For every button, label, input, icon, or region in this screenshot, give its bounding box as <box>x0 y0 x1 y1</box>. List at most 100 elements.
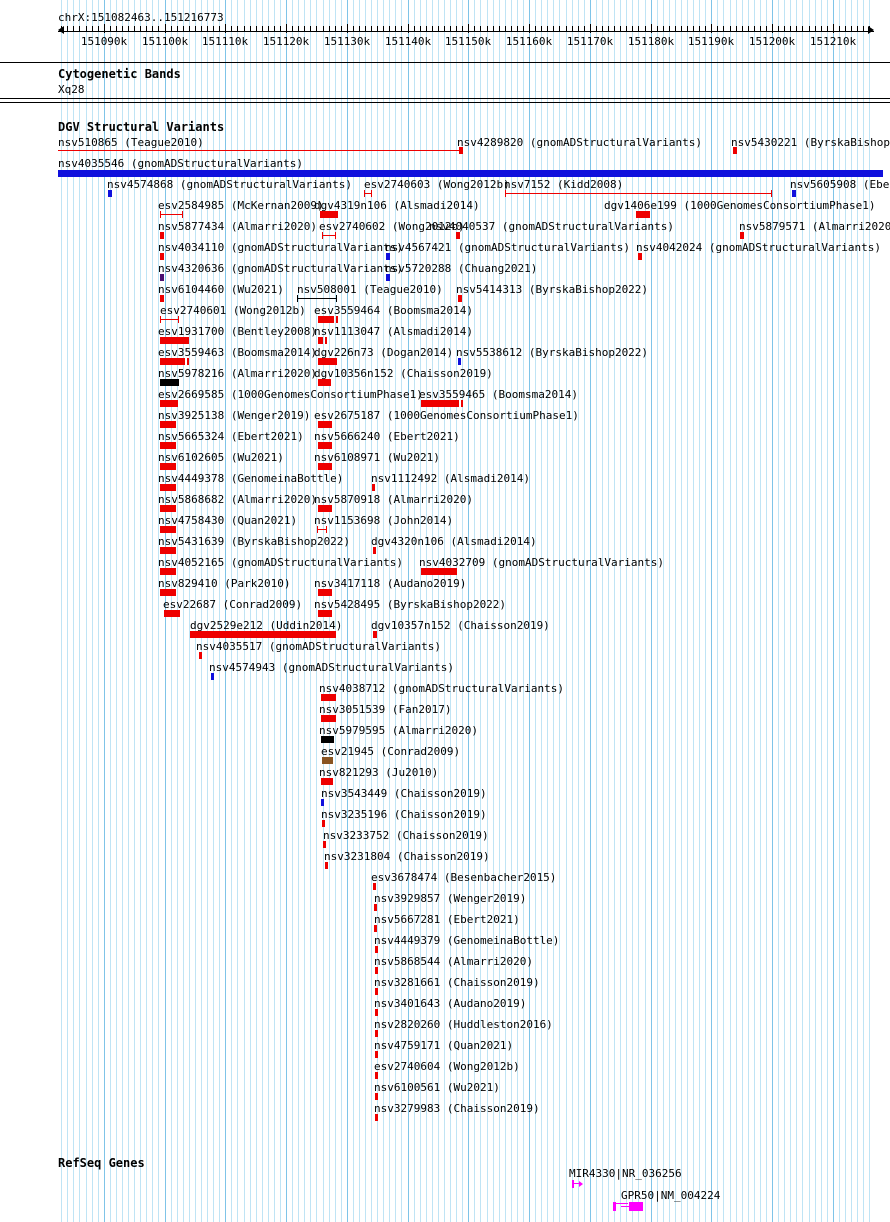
dgv-feature-label[interactable]: nsv2820260 (Huddleston2016) <box>374 1018 553 1031</box>
gene-exon-box[interactable] <box>613 1202 616 1211</box>
dgv-feature-glyph[interactable] <box>321 694 336 701</box>
dgv-feature-label[interactable]: nsv510865 (Teague2010) <box>58 136 204 149</box>
dgv-feature-label[interactable]: nsv4758430 (Quan2021) <box>158 514 298 527</box>
dgv-feature-label[interactable]: nsv3051539 (Fan2017) <box>319 703 452 716</box>
dgv-feature-glyph[interactable] <box>375 988 378 995</box>
dgv-feature-label[interactable]: nsv3929857 (Wenger2019) <box>374 892 527 905</box>
dgv-feature-glyph[interactable] <box>386 274 390 281</box>
dgv-feature-label[interactable]: nsv4289820 (gnomADStructuralVariants) <box>457 136 703 149</box>
coordinate-ruler[interactable]: chrX:151082463..151216773 151090k 151100k… <box>0 0 890 62</box>
dgv-feature-label[interactable]: dgv10357n152 (Chaisson2019) <box>371 619 550 632</box>
dgv-feature-label[interactable]: esv1931700 (Bentley2008) <box>158 325 317 338</box>
dgv-feature-glyph[interactable] <box>318 358 337 365</box>
dgv-feature-label[interactable]: nsv5431639 (ByrskaBishop2022) <box>158 535 351 548</box>
dgv-feature-glyph[interactable] <box>322 232 336 239</box>
dgv-feature-label[interactable]: nsv4320636 (gnomADStructuralVariants) <box>158 262 404 275</box>
dgv-feature-label[interactable]: nsv5666240 (Ebert2021) <box>314 430 460 443</box>
dgv-feature-label[interactable]: esv3559464 (Boomsma2014) <box>314 304 473 317</box>
dgv-feature-label[interactable]: nsv3543449 (Chaisson2019) <box>321 787 487 800</box>
dgv-feature-label[interactable]: nsv508001 (Teague2010) <box>297 283 443 296</box>
dgv-feature-glyph[interactable] <box>375 1009 378 1016</box>
dgv-feature-label[interactable]: nsv821293 (Ju2010) <box>319 766 439 779</box>
dgv-feature-label[interactable]: nsv4449379 (GenomeinaBottle) <box>374 934 560 947</box>
dgv-feature-label[interactable]: esv22687 (Conrad2009) <box>163 598 303 611</box>
dgv-feature-label[interactable]: esv2740603 (Wong2012b) <box>364 178 510 191</box>
dgv-feature-glyph[interactable] <box>321 799 324 806</box>
dgv-feature-label[interactable]: nsv5979595 (Almarri2020) <box>319 724 478 737</box>
dgv-feature-glyph[interactable] <box>458 358 461 365</box>
dgv-feature-label[interactable]: nsv5879571 (Almarri2020) <box>739 220 890 233</box>
dgv-feature-glyph[interactable] <box>505 190 772 197</box>
dgv-feature-glyph[interactable] <box>318 589 332 596</box>
dgv-feature-label[interactable]: nsv3231804 (Chaisson2019) <box>324 850 490 863</box>
dgv-feature-glyph[interactable] <box>322 757 333 764</box>
dgv-feature-label[interactable]: nsv5667281 (Ebert2021) <box>374 913 520 926</box>
dgv-feature-label[interactable]: esv2740602 (Wong2012b) <box>319 220 465 233</box>
dgv-feature-label[interactable]: esv2675187 (1000GenomesConsortiumPhase1) <box>314 409 579 422</box>
dgv-feature-glyph[interactable] <box>792 190 796 197</box>
dgv-feature-glyph[interactable] <box>318 442 332 449</box>
dgv-feature-label[interactable]: nsv3925138 (Wenger2019) <box>158 409 311 422</box>
dgv-feature-glyph[interactable] <box>318 505 332 512</box>
dgv-feature-glyph[interactable] <box>458 295 462 302</box>
dgv-feature-label[interactable]: dgv1406e199 (1000GenomesConsortiumPhase1… <box>604 199 876 212</box>
dgv-feature-label[interactable]: nsv4035517 (gnomADStructuralVariants) <box>196 640 442 653</box>
dgv-feature-glyph[interactable] <box>211 673 214 680</box>
dgv-feature-glyph[interactable] <box>364 190 372 197</box>
dgv-feature-label[interactable]: nsv3401643 (Audano2019) <box>374 997 527 1010</box>
dgv-feature-glyph[interactable] <box>456 232 460 239</box>
dgv-feature-glyph[interactable] <box>375 1051 378 1058</box>
dgv-feature-label[interactable]: dgv2529e212 (Uddin2014) <box>190 619 343 632</box>
dgv-feature-label[interactable]: nsv4040537 (gnomADStructuralVariants) <box>429 220 675 233</box>
dgv-feature-label[interactable]: nsv5665324 (Ebert2021) <box>158 430 304 443</box>
dgv-feature-glyph[interactable] <box>374 925 377 932</box>
dgv-feature-label[interactable]: dgv4320n106 (Alsmadi2014) <box>371 535 537 548</box>
dgv-feature-label[interactable]: nsv4042024 (gnomADStructuralVariants) <box>636 241 882 254</box>
dgv-feature-glyph[interactable] <box>375 1030 378 1037</box>
dgv-feature-glyph[interactable] <box>160 568 176 575</box>
dgv-feature-label[interactable]: nsv3417118 (Audano2019) <box>314 577 467 590</box>
dgv-feature-label[interactable]: esv3559463 (Boomsma2014) <box>158 346 317 359</box>
dgv-feature-label[interactable]: nsv4574868 (gnomADStructuralVariants) <box>107 178 353 191</box>
dgv-feature-label[interactable]: nsv5538612 (ByrskaBishop2022) <box>456 346 649 359</box>
dgv-feature-label[interactable]: nsv5870918 (Almarri2020) <box>314 493 473 506</box>
dgv-feature-label[interactable]: nsv5605908 (Ebert2021) <box>790 178 890 191</box>
dgv-feature-label[interactable]: esv2740601 (Wong2012b) <box>160 304 306 317</box>
dgv-feature-glyph[interactable] <box>160 274 164 281</box>
dgv-feature-label[interactable]: nsv4034110 (gnomADStructuralVariants) <box>158 241 404 254</box>
dgv-feature-glyph[interactable] <box>373 547 376 554</box>
dgv-feature-label[interactable]: nsv5720288 (Chuang2021) <box>385 262 538 275</box>
dgv-feature-glyph[interactable] <box>160 484 176 491</box>
dgv-feature-label[interactable]: nsv5877434 (Almarri2020) <box>158 220 317 233</box>
dgv-feature-glyph[interactable] <box>373 631 377 638</box>
dgv-feature-glyph[interactable] <box>638 253 642 260</box>
dgv-feature-glyph[interactable] <box>375 967 378 974</box>
dgv-feature-label[interactable]: nsv5414313 (ByrskaBishop2022) <box>456 283 649 296</box>
dgv-feature-label[interactable]: nsv3281661 (Chaisson2019) <box>374 976 540 989</box>
dgv-feature-label[interactable]: nsv5430221 (ByrskaBishop2022) <box>731 136 890 149</box>
dgv-feature-glyph[interactable] <box>58 170 883 177</box>
dgv-feature-label[interactable]: nsv5978216 (Almarri2020) <box>158 367 317 380</box>
dgv-feature-glyph[interactable] <box>160 295 164 302</box>
dgv-feature-glyph[interactable] <box>318 316 338 323</box>
dgv-feature-label[interactable]: dgv226n73 (Dogan2014) <box>314 346 454 359</box>
dgv-feature-label[interactable]: nsv6102605 (Wu2021) <box>158 451 284 464</box>
dgv-feature-glyph[interactable] <box>160 211 183 218</box>
dgv-feature-glyph[interactable] <box>375 1072 378 1079</box>
dgv-feature-glyph[interactable] <box>160 253 164 260</box>
dgv-feature-glyph[interactable] <box>318 337 327 344</box>
dgv-feature-glyph[interactable] <box>322 820 325 827</box>
dgv-feature-glyph[interactable] <box>318 379 331 386</box>
dgv-feature-glyph[interactable] <box>386 253 390 260</box>
dgv-feature-label[interactable]: esv2584985 (McKernan2009) <box>158 199 324 212</box>
dgv-feature-glyph[interactable] <box>318 463 332 470</box>
dgv-feature-glyph[interactable] <box>325 862 328 869</box>
dgv-feature-label[interactable]: esv3678474 (Besenbacher2015) <box>371 871 557 884</box>
dgv-feature-label[interactable]: nsv6100561 (Wu2021) <box>374 1081 500 1094</box>
dgv-feature-label[interactable]: nsv6104460 (Wu2021) <box>158 283 284 296</box>
dgv-feature-label[interactable]: nsv829410 (Park2010) <box>158 577 291 590</box>
dgv-feature-glyph[interactable] <box>321 778 333 785</box>
dgv-feature-glyph[interactable] <box>421 400 463 407</box>
dgv-feature-label[interactable]: esv3559465 (Boomsma2014) <box>419 388 578 401</box>
dgv-feature-glyph[interactable] <box>160 358 189 365</box>
